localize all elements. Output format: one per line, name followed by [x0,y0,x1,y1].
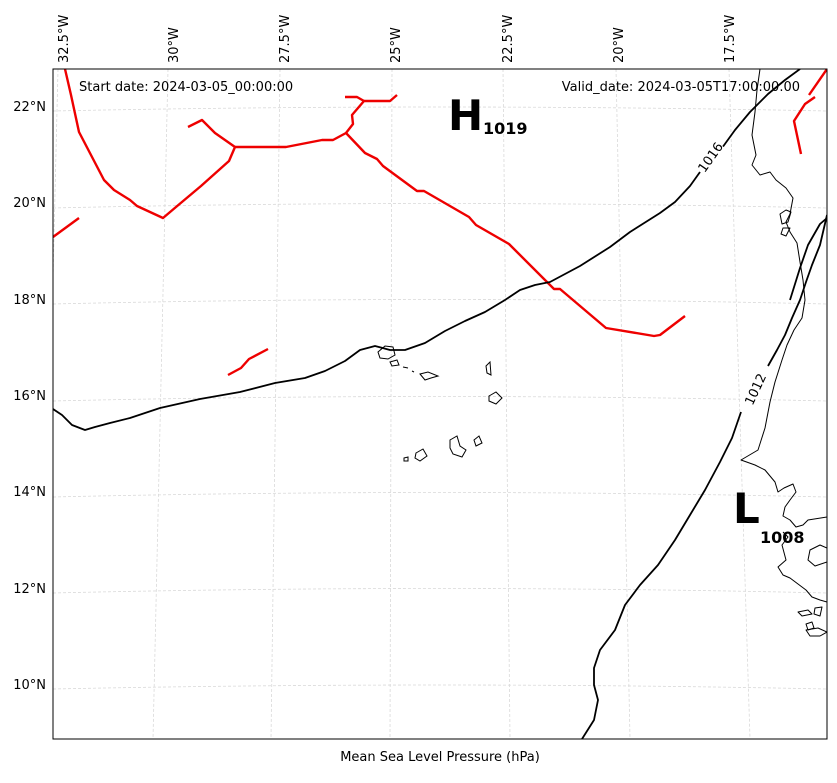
lat-tick-14n: 14°N [13,485,46,500]
gridline-14n [53,492,827,498]
low-pressure-symbol: L [733,484,760,533]
map-background [53,69,827,739]
lon-tick-22-5w: 22.5°W [501,15,516,63]
map-frame [52,68,828,740]
island-canary-2 [780,227,791,237]
gridline-27-5w [270,69,281,739]
lat-tick-10n: 10°N [13,678,46,693]
gridline-17-5w [728,69,751,739]
contour-1012-north [767,214,827,367]
lon-tick-17-5w: 17.5°W [723,15,738,63]
lon-tick-27-5w: 27.5°W [278,15,293,63]
contour-1016-east [721,69,801,149]
gridline-16n [53,396,827,402]
island-coast-c [805,621,815,631]
lat-tick-16n: 16°N [13,389,46,404]
contour-1012-north-b [789,217,827,301]
front-line-stub [345,95,365,103]
pressure-contours [53,69,827,739]
gridline-10n [53,684,827,690]
gridline-22-5w [502,69,511,739]
latitude-gridlines [53,106,827,690]
front-line-main [63,69,686,338]
contour-1012-south [581,411,742,739]
front-line-west [53,217,80,238]
front-line-east-top [808,69,827,96]
longitude-tick-labels: 32.5°W 30°W 27.5°W 25°W 22.5°W 20°W 17.5… [57,15,738,63]
lon-tick-25w: 25°W [389,27,404,63]
island-maio [473,435,483,447]
front-line-small [227,347,269,377]
gridline-20n [53,203,827,209]
lat-tick-20n: 20°N [13,196,46,211]
contour-label-1012-bg [740,370,770,408]
lon-tick-20w: 20°W [612,27,627,63]
gridline-32-5w [53,69,59,296]
contour-1016-west [53,171,701,431]
island-fogo [414,448,428,462]
map-xlabel: Mean Sea Level Pressure (hPa) [340,750,540,765]
island-bissagos [807,544,827,567]
valid-date-label: Valid_date: 2024-03-05T17:00:00.00 [562,80,800,95]
island-sao-vicente [389,359,400,367]
gridline-22n [53,106,827,112]
coastline-africa [740,69,827,528]
lat-tick-12n: 12°N [13,582,46,597]
gridline-18n [53,299,827,305]
coastline-guinea [777,531,827,603]
latitude-tick-labels: 22°N 20°N 18°N 16°N 14°N 12°N 10°N [13,100,46,693]
island-coast-d [805,627,827,637]
cape-verde-islands [377,345,503,462]
island-sal [485,360,492,376]
front-line-east [792,96,816,155]
contour-label-1016-bg [693,138,727,176]
island-boa-vista [488,391,503,405]
front-line-branch [187,118,236,148]
lat-tick-22n: 22°N [13,100,46,115]
island-ilheu [411,370,415,373]
island-santo-antao [377,345,396,360]
start-date-label: Start date: 2024-03-05_00:00:00 [79,80,293,95]
island-brava [403,456,409,462]
lon-tick-32-5w: 32.5°W [57,15,72,63]
high-pressure-value: 1019 [483,119,528,138]
island-santa-luzia [402,366,409,369]
low-pressure-value: 1008 [760,528,805,547]
lat-tick-18n: 18°N [13,293,46,308]
island-coast-a [797,609,813,617]
high-symbol-mask [440,69,490,95]
coastlines [740,69,827,637]
gridline-30w [152,69,169,739]
longitude-gridlines [53,69,751,739]
lon-tick-30w: 30°W [167,27,182,63]
island-santiago [449,435,467,458]
gridline-20w [615,69,631,739]
island-coast-b [813,606,823,617]
frontal-lines [53,69,827,377]
front-line-north-branch [345,94,398,134]
island-sao-nicolau [419,371,440,381]
island-canary-1 [779,209,792,225]
gridline-25w [389,69,393,739]
gridline-12n [53,588,827,594]
high-pressure-symbol: H [448,91,483,140]
